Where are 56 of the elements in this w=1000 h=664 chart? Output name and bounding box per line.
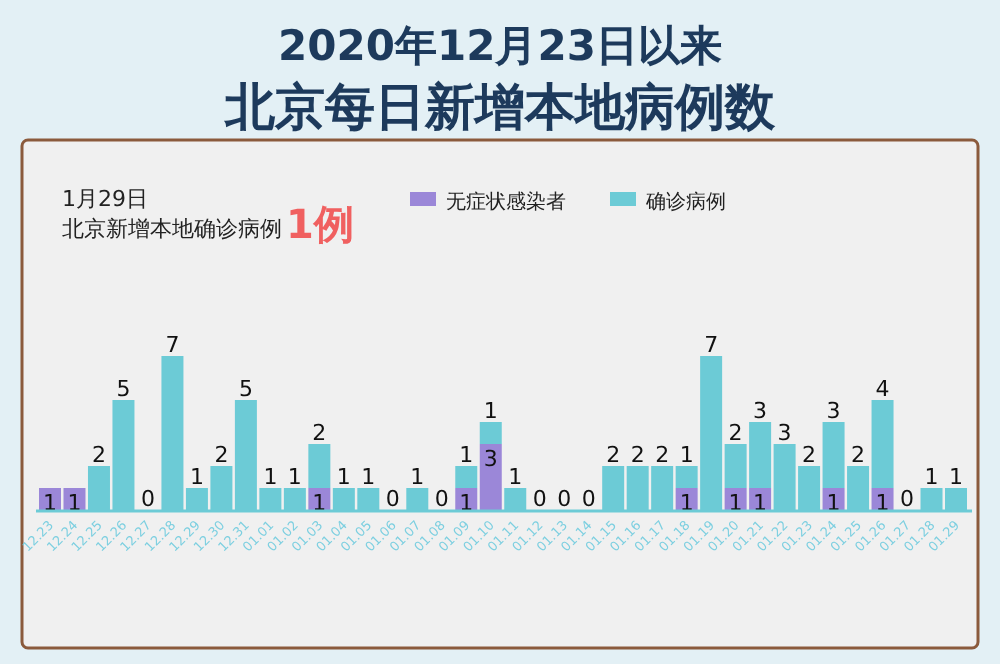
- data-label: 1: [679, 490, 694, 516]
- data-label: 1: [336, 464, 351, 490]
- data-label: 2: [630, 442, 645, 468]
- data-label: 1: [924, 464, 939, 490]
- data-label: 2: [655, 442, 670, 468]
- data-label: 1: [508, 464, 523, 490]
- data-label: 2: [214, 442, 229, 468]
- data-label: 1: [728, 490, 743, 516]
- data-label: 4: [875, 376, 890, 402]
- data-label: 1: [679, 442, 694, 468]
- data-label: 1: [459, 442, 474, 468]
- data-label: 2: [91, 442, 106, 468]
- data-label: 2: [312, 420, 327, 446]
- data-label: 3: [777, 420, 792, 446]
- chart-subtitle: 北京每日新增本地病例数: [223, 78, 777, 136]
- data-label: 0: [900, 486, 915, 512]
- bar: [308, 444, 331, 488]
- data-label: 1: [949, 464, 963, 490]
- data-label: 1: [263, 464, 278, 490]
- data-label: 1: [483, 398, 498, 424]
- text: 北京新增本地确诊病例: [62, 216, 282, 242]
- data-label: 0: [581, 486, 596, 512]
- data-label: 3: [826, 398, 841, 424]
- data-label: 2: [728, 420, 743, 446]
- data-label: 1: [459, 490, 474, 516]
- bar: [455, 466, 478, 488]
- data-label: 1: [826, 490, 841, 516]
- data-label: 1: [361, 464, 376, 490]
- data-label: 5: [116, 376, 131, 402]
- data-label: 2: [851, 442, 866, 468]
- data-label: 1: [43, 490, 57, 516]
- data-label: 0: [140, 486, 155, 512]
- text: 1月29日: [62, 186, 148, 212]
- data-label: 1: [875, 490, 890, 516]
- data-label: 1: [312, 490, 327, 516]
- bar: [479, 422, 502, 444]
- data-label: 0: [385, 486, 400, 512]
- data-label: 0: [557, 486, 572, 512]
- data-label: 7: [704, 332, 719, 358]
- data-label: 1: [753, 490, 768, 516]
- chart-title: 2020年12月23日以来: [278, 22, 722, 70]
- legend-label: 确诊病例: [644, 190, 726, 214]
- data-label: 3: [753, 398, 768, 424]
- data-label: 5: [238, 376, 253, 402]
- data-label: 1: [67, 490, 82, 516]
- data-label: 2: [606, 442, 621, 468]
- data-label: 3: [483, 446, 498, 472]
- text: 1例: [286, 200, 354, 248]
- data-label: 0: [532, 486, 547, 512]
- data-label: 7: [165, 332, 180, 358]
- data-label: 1: [410, 464, 425, 490]
- data-label: 1: [287, 464, 302, 490]
- data-label: 0: [434, 486, 449, 512]
- data-label: 1: [189, 464, 204, 490]
- legend-label: 无症状感染者: [446, 190, 566, 214]
- data-label: 2: [802, 442, 817, 468]
